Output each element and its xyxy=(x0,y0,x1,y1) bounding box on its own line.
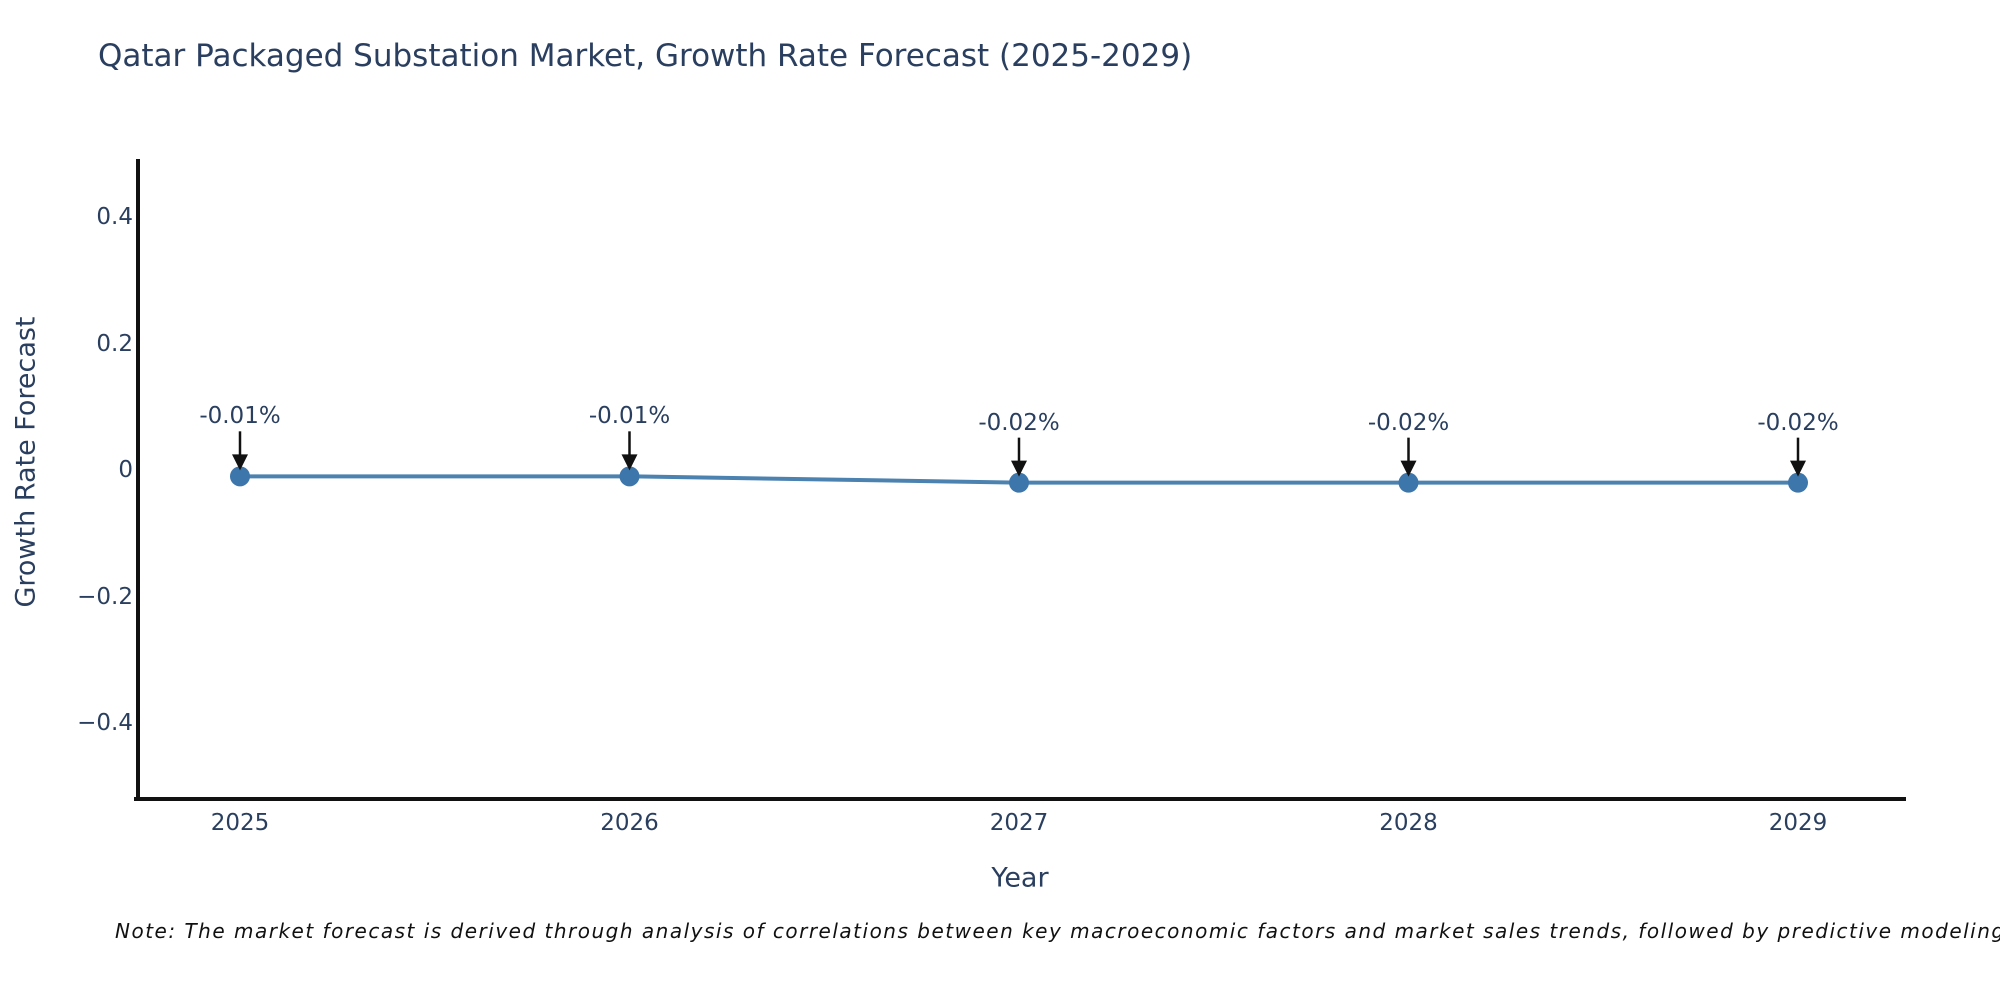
x-axis-line xyxy=(134,797,1906,801)
annotation-arrow-head xyxy=(1400,460,1417,477)
y-tick-label: −0.4 xyxy=(77,710,133,736)
y-tick-label: 0.2 xyxy=(96,330,133,357)
y-tick-label: 0.4 xyxy=(96,204,133,230)
point-annotation-label: -0.02% xyxy=(1367,409,1450,436)
x-tick-label: 2029 xyxy=(1768,810,1828,836)
point-annotation-label: -0.01% xyxy=(199,403,281,430)
x-tick-label: 2027 xyxy=(989,810,1049,836)
x-tick-label: 2025 xyxy=(210,810,270,836)
y-axis-line xyxy=(136,159,140,801)
annotation-arrow-head xyxy=(621,454,638,471)
annotation-arrow-head xyxy=(1790,460,1806,477)
footnote: Note: The market forecast is derived thr… xyxy=(115,919,2000,943)
data-point-marker xyxy=(1009,472,1029,493)
point-annotation-label: -0.02% xyxy=(978,409,1060,436)
point-annotation-label: -0.01% xyxy=(588,403,671,430)
data-point-marker xyxy=(230,466,250,487)
x-tick-label: 2028 xyxy=(1379,810,1438,836)
x-tick-label: 2026 xyxy=(600,810,659,836)
y-tick-label: −0.2 xyxy=(77,583,133,610)
trend-line xyxy=(240,474,1798,485)
annotation-arrow-head xyxy=(1011,460,1027,477)
chart-title: Qatar Packaged Substation Market, Growth… xyxy=(98,38,1193,74)
data-point-marker xyxy=(619,466,640,487)
annotation-arrow-head xyxy=(232,454,248,471)
data-point-marker xyxy=(1788,472,1808,493)
point-annotation-label: -0.02% xyxy=(1757,409,1839,436)
y-tick-label: 0 xyxy=(118,457,133,483)
data-point-marker xyxy=(1398,472,1419,493)
x-axis-title: Year xyxy=(991,862,1049,894)
